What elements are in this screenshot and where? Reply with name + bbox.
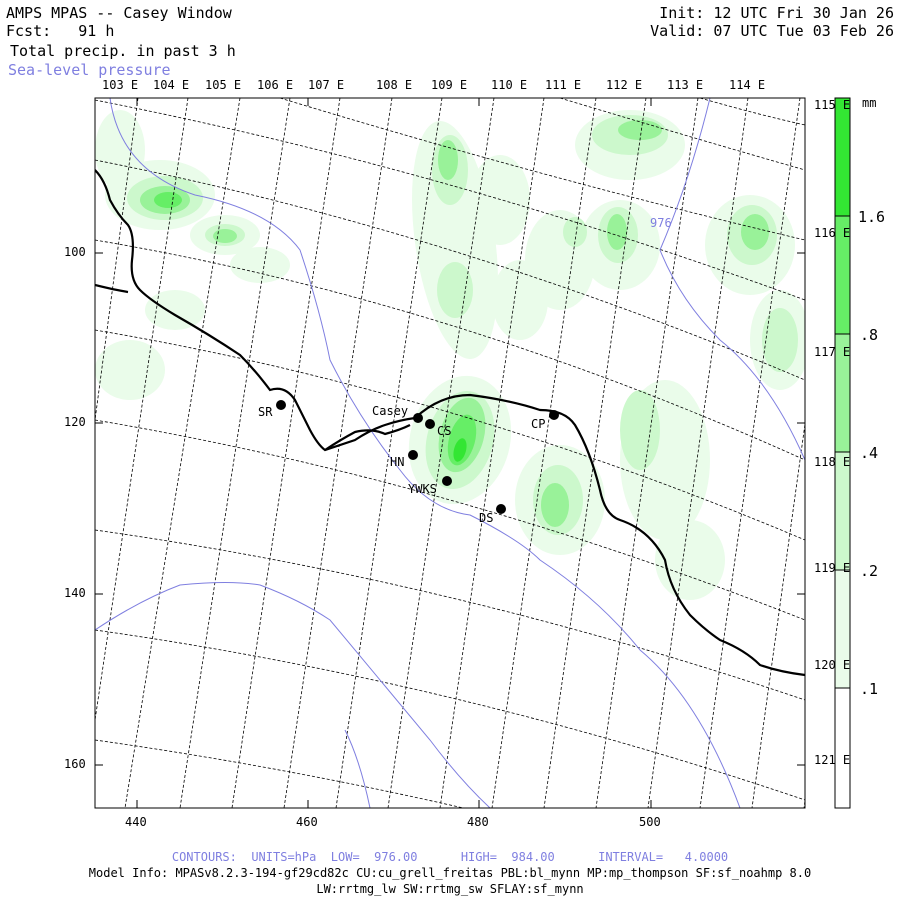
- map-title: AMPS MPAS -- Casey Window: [6, 4, 232, 22]
- station-label-ywks: YWKS: [408, 482, 437, 496]
- isobars: [95, 98, 805, 808]
- y-tick-label: 120: [64, 415, 86, 429]
- y-tick-label: 100: [64, 245, 86, 259]
- x-tick-label: 500: [639, 815, 661, 829]
- lat-label: 115 E: [814, 98, 851, 112]
- lon-label: 107 E: [308, 78, 345, 92]
- x-ticks: [136, 98, 652, 808]
- x-tick-label: 440: [125, 815, 147, 829]
- forecast-hour: Fcst: 91 h: [6, 22, 115, 40]
- station-label-casey: Casey: [372, 404, 409, 418]
- init-time: Init: 12 UTC Fri 30 Jan 26: [659, 4, 894, 22]
- lon-label: 112 E: [606, 78, 643, 92]
- valid-time: Valid: 07 UTC Tue 03 Feb 26: [650, 22, 894, 40]
- colorbar-label: .1: [860, 680, 879, 698]
- isobar-label: 976: [650, 216, 672, 230]
- colorbar-label: .4: [860, 444, 879, 462]
- lon-label: 109 E: [431, 78, 468, 92]
- precip-shading: [95, 110, 805, 600]
- field-name: Total precip. in past 3 h: [10, 42, 236, 60]
- coastline: [95, 169, 805, 677]
- lon-label: 105 E: [205, 78, 242, 92]
- station-label-cp: CP: [531, 417, 546, 431]
- station-ds-marker: [496, 504, 506, 514]
- lon-label: 103 E: [102, 78, 139, 92]
- lon-label: 114 E: [729, 78, 766, 92]
- colorbar-label: .2: [860, 562, 879, 580]
- station-hn-marker: [408, 450, 418, 460]
- lat-label: 117 E: [814, 345, 851, 359]
- station-sr-marker: [276, 400, 286, 410]
- lon-label: 106 E: [257, 78, 294, 92]
- station-cp-marker: [549, 410, 559, 420]
- colorbar: [834, 97, 851, 809]
- station-label-hn: HN: [390, 455, 405, 469]
- longitude-lines: [95, 98, 805, 808]
- y-ticks: [95, 252, 805, 766]
- model-info: Model Info: MPASv8.2.3-194-gf29cd82c CU:…: [88, 866, 812, 880]
- lon-label: 104 E: [153, 78, 190, 92]
- station-ywks-marker: [442, 476, 452, 486]
- lon-label: 113 E: [667, 78, 704, 92]
- lat-label: 120 E: [814, 658, 851, 672]
- lat-label: 119 E: [814, 561, 851, 575]
- lat-label: 121 E: [814, 753, 851, 767]
- station-label-sr: SR: [258, 405, 273, 419]
- lon-label: 110 E: [491, 78, 528, 92]
- y-tick-label: 140: [64, 586, 86, 600]
- colorbar-unit: mm: [862, 96, 877, 110]
- latitude-lines: [95, 98, 805, 808]
- colorbar-label: 1.6: [858, 208, 886, 226]
- colorbar-label: .8: [860, 326, 879, 344]
- station-cs-marker: [425, 419, 435, 429]
- station-casey-marker: [413, 413, 423, 423]
- lat-label: 116 E: [814, 226, 851, 240]
- overlay-name: Sea-level pressure: [8, 61, 171, 79]
- lon-label: 108 E: [376, 78, 413, 92]
- y-tick-label: 160: [64, 757, 86, 771]
- map-frame: [94, 97, 806, 809]
- station-label-ds: DS: [479, 511, 494, 525]
- lon-label: 111 E: [545, 78, 582, 92]
- x-tick-label: 480: [467, 815, 489, 829]
- model-info-physics: LW:rrtmg_lw SW:rrtmg_sw SFLAY:sf_mynn: [316, 882, 584, 896]
- x-tick-label: 460: [296, 815, 318, 829]
- contours-info: CONTOURS: UNITS=hPa LOW= 976.00 HIGH= 98…: [171, 850, 729, 864]
- lat-label: 118 E: [814, 455, 851, 469]
- station-label-cs: CS: [437, 424, 452, 438]
- station-markers: [276, 400, 559, 514]
